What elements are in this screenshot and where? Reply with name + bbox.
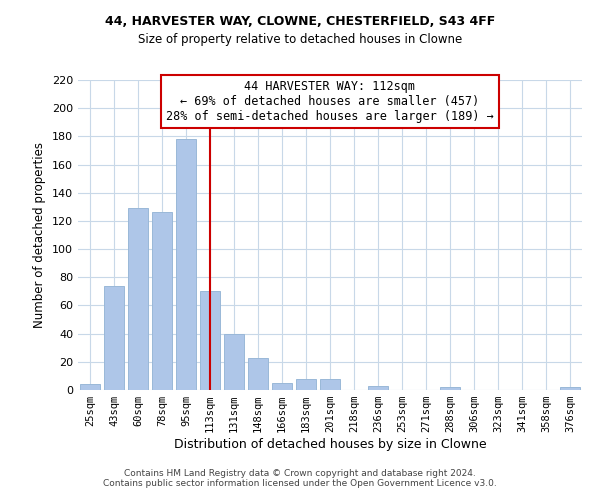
Bar [296, 378, 316, 390]
Bar [248, 358, 268, 390]
Bar [104, 286, 124, 390]
Bar [176, 139, 196, 390]
Bar [320, 378, 340, 390]
Text: Size of property relative to detached houses in Clowne: Size of property relative to detached ho… [138, 32, 462, 46]
Bar [80, 384, 100, 390]
Bar [272, 383, 292, 390]
Text: 44 HARVESTER WAY: 112sqm
← 69% of detached houses are smaller (457)
28% of semi-: 44 HARVESTER WAY: 112sqm ← 69% of detach… [166, 80, 494, 123]
Y-axis label: Number of detached properties: Number of detached properties [34, 142, 46, 328]
Bar [560, 387, 580, 390]
Bar [128, 208, 148, 390]
Bar [152, 212, 172, 390]
Text: Contains HM Land Registry data © Crown copyright and database right 2024.: Contains HM Land Registry data © Crown c… [124, 468, 476, 477]
Text: Contains public sector information licensed under the Open Government Licence v3: Contains public sector information licen… [103, 478, 497, 488]
Bar [368, 386, 388, 390]
Bar [440, 387, 460, 390]
Text: 44, HARVESTER WAY, CLOWNE, CHESTERFIELD, S43 4FF: 44, HARVESTER WAY, CLOWNE, CHESTERFIELD,… [105, 15, 495, 28]
Bar [200, 292, 220, 390]
X-axis label: Distribution of detached houses by size in Clowne: Distribution of detached houses by size … [173, 438, 487, 451]
Bar [224, 334, 244, 390]
